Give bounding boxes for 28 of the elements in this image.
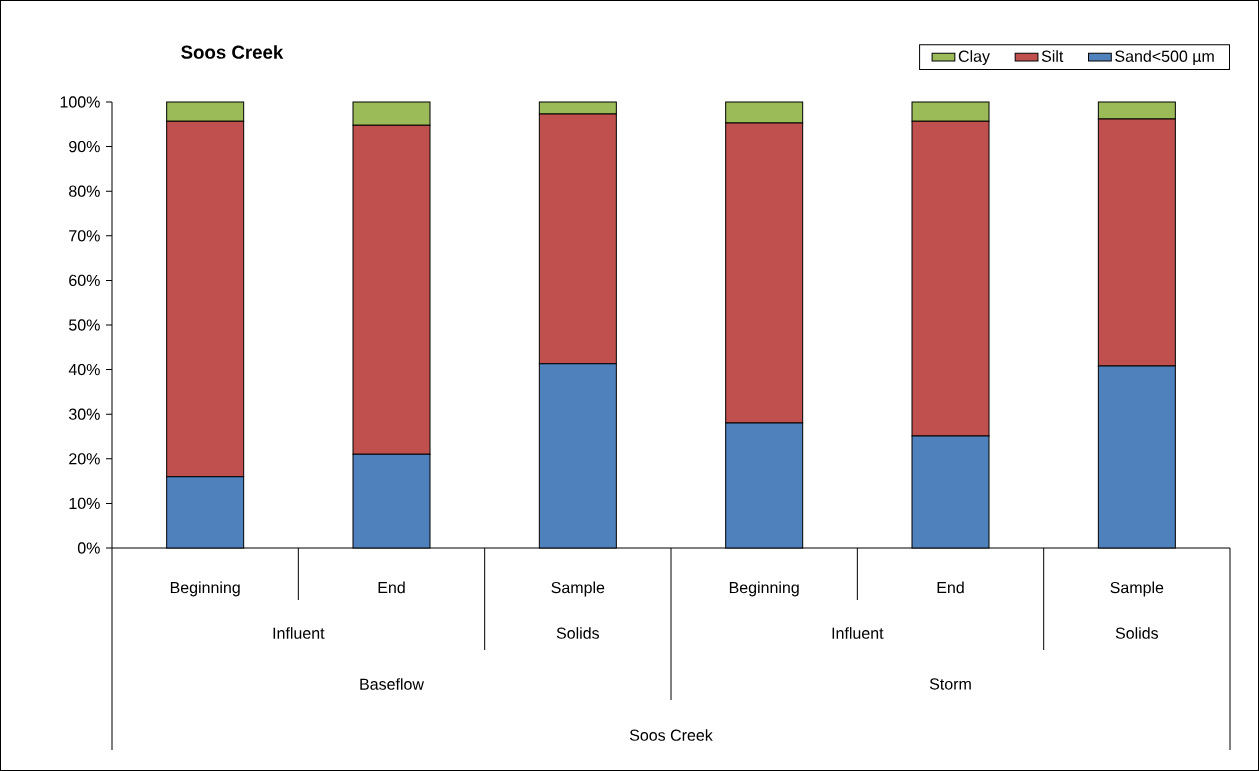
text: Influent: [273, 627, 325, 639]
x-tick-label: End: [378, 581, 405, 594]
text: Solids: [556, 627, 600, 639]
x-tick-label: Sample: [551, 581, 605, 597]
y-tick-label: 20%: [69, 453, 100, 465]
text: Storm: [929, 678, 971, 690]
y-tick-label: 90%: [69, 140, 100, 153]
text: Baseflow: [360, 678, 424, 690]
legend-label: Sand<500 µm: [1115, 50, 1214, 66]
legend-label: Silt: [1041, 50, 1064, 62]
chart-title: Soos Creek: [181, 45, 284, 59]
y-tick-label: 100%: [60, 96, 100, 108]
y-tick-label: 50%: [69, 319, 100, 331]
y-tick-label: 30%: [68, 408, 100, 420]
y-tick-label: 60%: [69, 274, 100, 287]
x-tick-label: Beginning: [170, 581, 240, 597]
y-tick-label: 0%: [77, 542, 100, 554]
y-tick-label: 80%: [69, 185, 100, 197]
x-tick-label: Sample: [1110, 581, 1164, 597]
y-tick-label: 40%: [68, 363, 100, 376]
text: Influent: [832, 627, 884, 639]
text: Soos Creek: [629, 729, 713, 741]
y-tick-label: 10%: [69, 497, 100, 510]
legend-label: Clay: [958, 50, 990, 66]
y-tick-label: 70%: [69, 230, 100, 242]
text: Solids: [1115, 627, 1159, 639]
x-tick-label: End: [937, 581, 964, 594]
x-tick-label: Beginning: [729, 581, 799, 597]
